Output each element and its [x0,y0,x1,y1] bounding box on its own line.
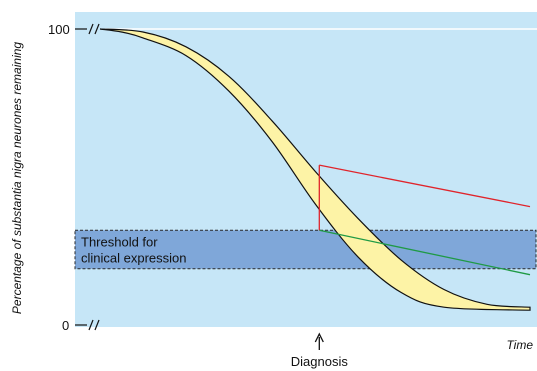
axis-break-stroke [94,319,100,331]
y-tick-label-100: 100 [48,22,70,37]
threshold-band [74,229,537,270]
axis-break-stroke [88,319,94,331]
diagnosis-arrow-icon [314,332,324,350]
axis-break-100-icon [88,23,100,35]
axis-break-0-icon [88,319,100,331]
red-trajectory-line [319,164,531,208]
y-axis-label: Percentage of substantia nigra neurones … [10,42,24,315]
threshold-label-line2: clinical expression [81,250,187,265]
diagnosis-label: Diagnosis [291,354,349,369]
y-tick-label-0: 0 [62,318,69,333]
axis-break-stroke [88,23,94,35]
axis-break-stroke [94,23,100,35]
green-trajectory-line [319,229,531,276]
neurone-loss-area [99,28,531,311]
x-axis-label: Time [506,338,533,352]
threshold-label-line1: Threshold for [81,234,158,249]
